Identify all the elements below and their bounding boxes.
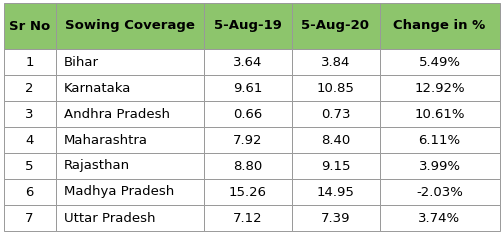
Text: 12.92%: 12.92% — [414, 81, 465, 95]
Bar — [204, 127, 292, 153]
Text: Sr No: Sr No — [9, 19, 50, 33]
Text: 7: 7 — [25, 212, 34, 224]
Text: Bihar: Bihar — [63, 55, 99, 69]
Text: 9.15: 9.15 — [321, 160, 350, 172]
Text: Madhya Pradesh: Madhya Pradesh — [63, 186, 174, 198]
Text: Sowing Coverage: Sowing Coverage — [64, 19, 195, 33]
Bar — [292, 75, 379, 101]
Text: 7.92: 7.92 — [233, 134, 262, 146]
Text: Rajasthan: Rajasthan — [63, 160, 130, 172]
Bar — [4, 49, 55, 75]
Bar — [379, 127, 499, 153]
Bar — [55, 75, 204, 101]
Text: Uttar Pradesh: Uttar Pradesh — [63, 212, 155, 224]
Text: 6.11%: 6.11% — [418, 134, 461, 146]
Bar — [204, 3, 292, 49]
Text: 10.61%: 10.61% — [414, 107, 465, 121]
Text: 7.12: 7.12 — [233, 212, 262, 224]
Text: Maharashtra: Maharashtra — [63, 134, 147, 146]
Text: 2: 2 — [25, 81, 34, 95]
Bar — [292, 3, 379, 49]
Text: 9.61: 9.61 — [233, 81, 262, 95]
Bar — [379, 179, 499, 205]
Text: Andhra Pradesh: Andhra Pradesh — [63, 107, 170, 121]
Bar — [379, 101, 499, 127]
Bar — [292, 49, 379, 75]
Text: 14.95: 14.95 — [316, 186, 355, 198]
Bar — [204, 205, 292, 231]
Bar — [292, 179, 379, 205]
Bar — [204, 75, 292, 101]
Text: 3.64: 3.64 — [233, 55, 262, 69]
Bar — [379, 205, 499, 231]
Bar — [4, 153, 55, 179]
Text: 0.66: 0.66 — [233, 107, 262, 121]
Bar — [292, 127, 379, 153]
Text: 1: 1 — [25, 55, 34, 69]
Bar — [379, 49, 499, 75]
Bar — [292, 101, 379, 127]
Bar — [4, 3, 55, 49]
Bar — [4, 179, 55, 205]
Text: -2.03%: -2.03% — [416, 186, 463, 198]
Text: 8.40: 8.40 — [321, 134, 350, 146]
Text: Karnataka: Karnataka — [63, 81, 131, 95]
Bar — [204, 179, 292, 205]
Text: 15.26: 15.26 — [228, 186, 267, 198]
Bar — [4, 101, 55, 127]
Bar — [204, 153, 292, 179]
Bar — [55, 3, 204, 49]
Text: 3.74%: 3.74% — [418, 212, 461, 224]
Bar — [379, 153, 499, 179]
Bar — [204, 49, 292, 75]
Text: 10.85: 10.85 — [316, 81, 355, 95]
Bar — [55, 153, 204, 179]
Bar — [55, 179, 204, 205]
Text: 8.80: 8.80 — [233, 160, 262, 172]
Bar — [4, 205, 55, 231]
Text: 7.39: 7.39 — [321, 212, 350, 224]
Bar — [204, 101, 292, 127]
Text: 5-Aug-19: 5-Aug-19 — [214, 19, 282, 33]
Text: 5-Aug-20: 5-Aug-20 — [301, 19, 370, 33]
Bar — [4, 127, 55, 153]
Text: 3: 3 — [25, 107, 34, 121]
Bar — [55, 205, 204, 231]
Text: 6: 6 — [25, 186, 34, 198]
Bar — [55, 49, 204, 75]
Text: 0.73: 0.73 — [321, 107, 350, 121]
Bar — [379, 75, 499, 101]
Bar — [292, 205, 379, 231]
Bar — [4, 75, 55, 101]
Bar — [292, 153, 379, 179]
Text: Change in %: Change in % — [393, 19, 485, 33]
Bar — [379, 3, 499, 49]
Bar — [55, 127, 204, 153]
Text: 5.49%: 5.49% — [418, 55, 461, 69]
Text: 3.99%: 3.99% — [418, 160, 461, 172]
Bar — [55, 101, 204, 127]
Text: 3.84: 3.84 — [321, 55, 350, 69]
Text: 5: 5 — [25, 160, 34, 172]
Text: 4: 4 — [25, 134, 34, 146]
